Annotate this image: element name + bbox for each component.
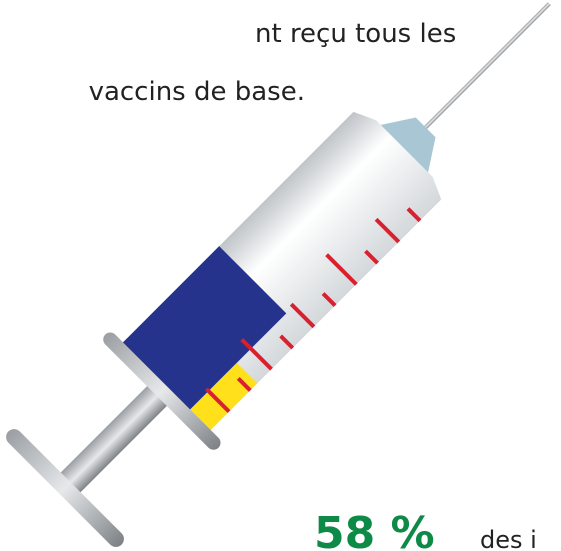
caption-line: nt reçu tous les xyxy=(255,19,456,49)
liquid-blue xyxy=(120,246,287,413)
syringe xyxy=(6,2,551,547)
needle xyxy=(417,2,551,136)
caption-line: vaccins de base. xyxy=(89,77,305,107)
percent-caption: des i xyxy=(480,526,537,551)
graduations xyxy=(205,207,422,414)
flange xyxy=(103,332,221,450)
plunger-rod xyxy=(55,379,174,498)
plunger-handle xyxy=(6,429,124,547)
percent-figure: 58 % xyxy=(314,508,435,551)
